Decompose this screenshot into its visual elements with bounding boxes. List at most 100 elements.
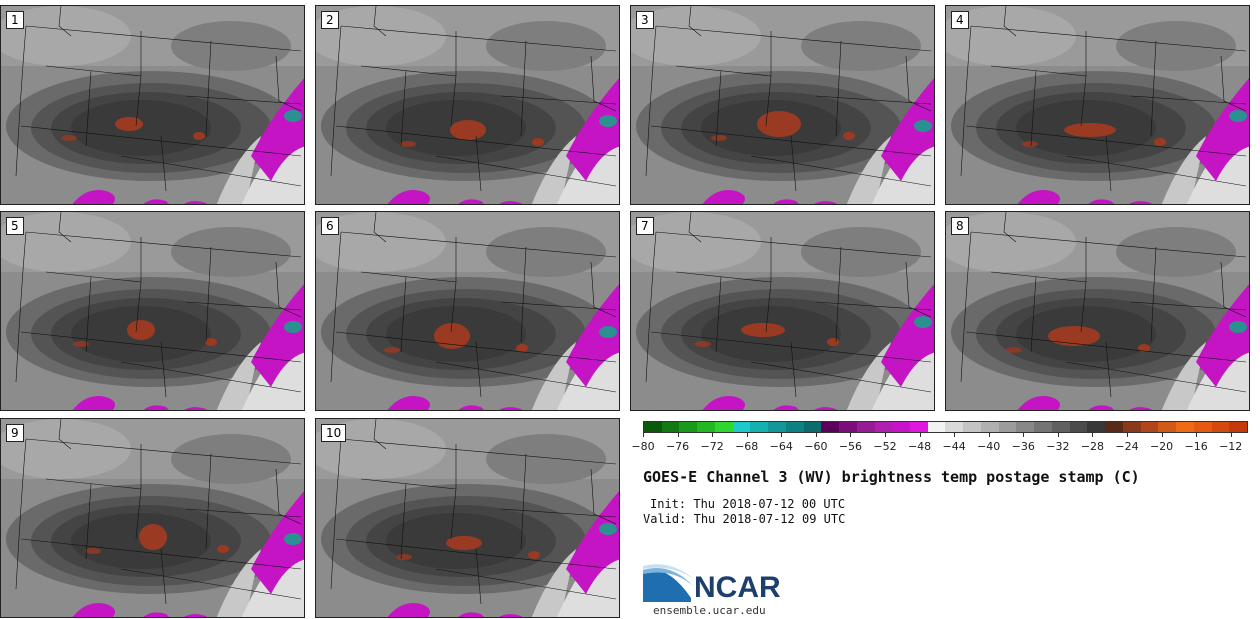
colorbar-ticks: −80 −76 −72 −68 −64 −60 −56 −52 −48 −44 −40 −36 −32−… [631, 433, 1248, 457]
panel-number: 9 [6, 424, 24, 442]
tick-mark [850, 433, 852, 437]
tick-mark [885, 433, 886, 437]
tick-mark [643, 433, 644, 437]
tick-label: −68 [735, 440, 759, 453]
tick-mark [954, 433, 956, 437]
tick-label: −24 [1115, 440, 1139, 453]
tick-label: −76 [665, 440, 690, 453]
panel-number: 2 [321, 11, 339, 29]
tick-mark [1230, 433, 1232, 437]
colorbar-segment [1193, 422, 1212, 432]
tick-label: −56 [838, 440, 863, 453]
colorbar-segment [1211, 422, 1230, 432]
colorbar-segment [839, 422, 857, 432]
tick-mark [988, 433, 990, 437]
tick-mark [1127, 433, 1128, 437]
colorbar-segment [1140, 422, 1159, 432]
tick-label: −64 [769, 440, 793, 453]
tick-mark [1023, 433, 1025, 437]
tick-label: −28 [1080, 440, 1105, 453]
colorbar-segment [644, 422, 662, 432]
postage-stamp-panel: 10 [315, 418, 620, 618]
colorbar-segment [1158, 422, 1177, 432]
tick-label: −48 [907, 440, 932, 453]
postage-stamp-panel: 8 [945, 211, 1250, 411]
tick-mark [781, 433, 783, 437]
tick-label: −60 [804, 440, 828, 453]
colorbar-segment [732, 422, 751, 432]
panel-number: 1 [6, 11, 24, 29]
colorbar-segment [714, 422, 733, 432]
valid-time: Valid: Thu 2018-07-12 09 UTC [643, 512, 845, 526]
colorbar-segment [874, 422, 893, 432]
tick-label: −44 [942, 440, 966, 453]
postage-stamp-panel: 6 [315, 211, 620, 411]
page-title: GOES-E Channel 3 (WV) brightness temp po… [643, 468, 1140, 486]
colorbar-segment [1034, 422, 1052, 432]
colorbar-segment [697, 422, 715, 432]
colorbar-segment [892, 422, 911, 432]
panel-number: 8 [951, 217, 969, 235]
tick-label: −80 [631, 440, 655, 453]
colorbar-segment [1087, 422, 1106, 432]
colorbar-segment [1069, 422, 1088, 432]
panel-number: 6 [321, 217, 339, 235]
colorbar-segment [998, 422, 1017, 432]
tick-mark [712, 433, 714, 437]
colorbar-segment [945, 422, 964, 432]
tick-mark [1092, 433, 1094, 437]
tick-mark [1161, 433, 1163, 437]
colorbar-segment [856, 422, 875, 432]
postage-stamp-panel: 3 [630, 5, 935, 205]
tick-label: −72 [700, 440, 724, 453]
tick-mark [815, 433, 817, 437]
colorbar [643, 421, 1248, 433]
colorbar-segment [679, 422, 698, 432]
tick-mark [677, 433, 679, 437]
colorbar-segment [785, 422, 804, 432]
tick-label: −52 [873, 440, 897, 453]
tick-mark [1057, 433, 1059, 437]
panel-number: 5 [6, 217, 24, 235]
tick-mark [919, 433, 921, 437]
panel-number: 3 [636, 11, 654, 29]
valid-value: Thu 2018-07-12 09 UTC [693, 512, 846, 526]
tick-label: −16 [1184, 440, 1208, 453]
colorbar-segment [980, 422, 999, 432]
postage-stamp-panel: 2 [315, 5, 620, 205]
colorbar-segment [768, 422, 786, 432]
postage-stamp-panel: 5 [0, 211, 305, 411]
postage-stamp-panel: 7 [630, 211, 935, 411]
colorbar-segment [750, 422, 769, 432]
colorbar-segment [963, 422, 981, 432]
colorbar-segment [1051, 422, 1070, 432]
postage-stamp-panel: 4 [945, 5, 1250, 205]
colorbar-segment [1229, 422, 1247, 432]
tick-label: −12 [1219, 440, 1243, 453]
init-value: Thu 2018-07-12 00 UTC [693, 497, 846, 511]
init-time: Init: Thu 2018-07-12 00 UTC [650, 497, 845, 511]
panel-number: 4 [951, 11, 969, 29]
postage-stamp-panel: 1 [0, 5, 305, 205]
colorbar-segment [1122, 422, 1141, 432]
colorbar-segment [821, 422, 840, 432]
colorbar-segment [910, 422, 928, 432]
panel-number: 7 [636, 217, 654, 235]
valid-label: Valid: [643, 512, 687, 526]
colorbar-segment [927, 422, 946, 432]
init-label: Init: [650, 497, 687, 511]
tick-mark [746, 433, 748, 437]
colorbar-segment [803, 422, 822, 432]
site-url: ensemble.ucar.edu [653, 604, 766, 617]
colorbar-segment [1105, 422, 1123, 432]
logo-wordmark: NCAR [694, 571, 781, 604]
tick-mark [1196, 433, 1198, 437]
tick-label: −36 [1011, 440, 1035, 453]
tick-label: −32 [1046, 440, 1070, 453]
tick-label: −20 [1149, 440, 1174, 453]
tick-label: −40 [977, 440, 1001, 453]
colorbar-segment [1016, 422, 1035, 432]
colorbar-segment [1176, 422, 1194, 432]
colorbar-segment [661, 422, 680, 432]
ncar-logo-icon [643, 564, 695, 602]
